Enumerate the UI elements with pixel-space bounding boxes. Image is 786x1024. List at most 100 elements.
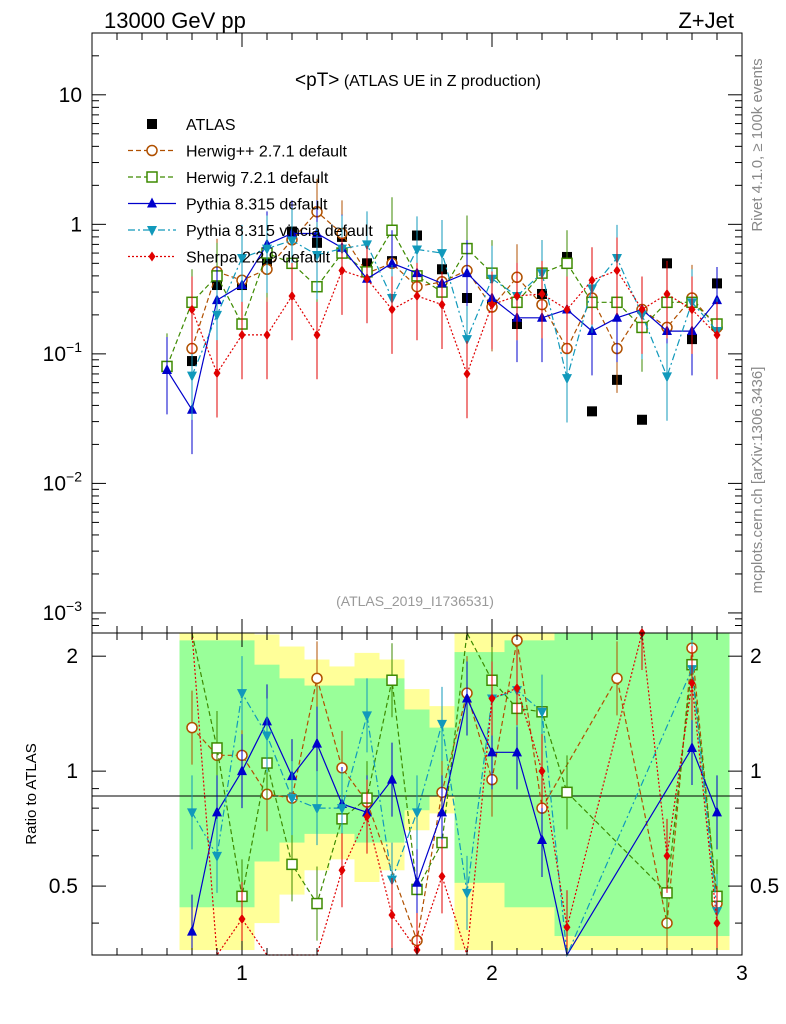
main-panel: <pT> (ATLAS UE in Z production) (ATLAS_2… xyxy=(43,32,743,634)
legend-item-pythia: Pythia 8.315 default xyxy=(128,197,328,214)
legend: ATLAS Herwig++ 2.7.1 default Herwig 7.2.1 … xyxy=(128,117,373,267)
data-point-square xyxy=(147,119,157,129)
y-tick-label: 10−3 xyxy=(43,598,83,625)
data-point-open-square xyxy=(146,171,158,183)
data-point-triangle-down xyxy=(362,240,372,251)
ratio-y-tick-label: 0.5 xyxy=(750,875,779,898)
data-point-triangle-down xyxy=(287,794,297,805)
data-point-diamond xyxy=(463,368,471,379)
ratio-y-tick-label: 2 xyxy=(66,645,78,668)
data-point-triangle-down xyxy=(237,689,247,700)
ratio-y-axis: 0.5 0.5 1 1 2 2 xyxy=(49,645,779,924)
data-point-diamond xyxy=(663,288,671,299)
data-point-triangle-down xyxy=(237,253,247,264)
data-point-diamond xyxy=(488,299,496,310)
data-point-triangle-down xyxy=(187,808,197,819)
x-tick-label: 1 xyxy=(236,962,248,985)
y-tick-label-exponent: −3 xyxy=(66,598,82,614)
data-point-diamond xyxy=(388,910,396,921)
legend-label: Pythia 8.315 default xyxy=(186,197,328,214)
ratio-series-layer xyxy=(186,628,723,958)
plot-title-main: <pT> xyxy=(295,70,339,91)
data-point-open-circle xyxy=(611,672,623,685)
data-point-triangle-down xyxy=(147,226,157,236)
data-point-diamond xyxy=(613,265,621,276)
data-point-diamond xyxy=(688,678,696,689)
data-point-triangle-up xyxy=(147,197,157,208)
plot-title: <pT> (ATLAS UE in Z production) xyxy=(295,70,541,91)
ratio-band-inner xyxy=(179,640,205,908)
data-point-diamond xyxy=(188,304,196,315)
data-point-triangle-down xyxy=(662,372,672,383)
data-point-triangle-up xyxy=(462,267,472,278)
data-point-diamond xyxy=(488,693,496,704)
data-point-triangle-down xyxy=(312,804,322,815)
data-point-triangle-up xyxy=(612,311,622,322)
data-point-diamond xyxy=(363,811,371,822)
data-point-triangle-down xyxy=(262,244,272,255)
legend-label: Herwig 7.2.1 default xyxy=(186,170,329,187)
ratio-x-axis: 1 2 3 xyxy=(116,633,748,985)
data-point-triangle-up xyxy=(387,773,397,784)
data-point-diamond xyxy=(513,290,521,301)
data-point-open-circle xyxy=(311,672,323,685)
ratio-line-vincia xyxy=(191,666,718,958)
data-point-diamond xyxy=(413,290,421,301)
data-point-triangle-up xyxy=(412,876,422,887)
analysis-watermark: (ATLAS_2019_I1736531) xyxy=(336,593,494,609)
data-point-diamond xyxy=(438,299,446,310)
legend-label: ATLAS xyxy=(186,117,236,134)
series-line-vincia xyxy=(191,239,718,381)
main-x-axis xyxy=(116,33,718,633)
legend-label: Pythia 8.315 vincia default xyxy=(186,223,373,240)
data-point-diamond xyxy=(638,304,646,315)
data-point-diamond xyxy=(713,918,721,929)
ratio-y-tick-label: 0.5 xyxy=(49,875,78,898)
header-process: Z+Jet xyxy=(678,8,734,33)
data-point-triangle-down xyxy=(562,374,572,385)
data-point-diamond xyxy=(563,304,571,315)
data-point-diamond xyxy=(588,275,596,286)
data-point-triangle-down xyxy=(287,236,297,247)
y-tick-label-base: 10 xyxy=(43,343,66,366)
data-point-open-square xyxy=(386,674,398,686)
data-point-triangle-up xyxy=(212,806,222,817)
data-point-triangle-up xyxy=(387,257,397,268)
ratio-line-pythia xyxy=(191,696,718,957)
ratio-y-tick-label: 1 xyxy=(750,760,762,783)
data-point-open-square xyxy=(286,858,298,871)
data-point-triangle-down xyxy=(187,371,197,382)
ratio-y-tick-label: 2 xyxy=(750,645,762,668)
plot-title-sub: (ATLAS UE in Z production) xyxy=(339,73,541,90)
y-tick-label-base: 10 xyxy=(59,84,82,107)
data-point-open-square xyxy=(311,897,323,910)
y-tick-label: 10 xyxy=(59,84,82,107)
data-point-open-square xyxy=(211,742,223,754)
data-point-diamond xyxy=(313,329,321,340)
y-tick-label: 10−2 xyxy=(43,468,83,495)
data-point-square xyxy=(637,414,647,425)
data-point-triangle-up xyxy=(512,746,522,757)
data-point-diamond xyxy=(338,265,346,276)
data-point-triangle-up xyxy=(312,737,322,748)
data-point-diamond xyxy=(538,288,546,299)
y-tick-label-base: 10 xyxy=(43,472,66,495)
data-point-diamond xyxy=(213,368,221,379)
data-point-diamond xyxy=(713,329,721,340)
y-tick-label-base: 10 xyxy=(43,602,66,625)
data-point-open-square xyxy=(561,257,573,270)
data-point-diamond xyxy=(238,329,246,340)
header-energy: 13000 GeV pp xyxy=(104,8,246,33)
data-point-diamond xyxy=(338,865,346,876)
legend-item-atlas: ATLAS xyxy=(147,117,236,134)
data-point-triangle-down xyxy=(437,719,447,730)
data-point-diamond xyxy=(263,329,271,340)
data-point-square xyxy=(587,406,597,417)
data-point-triangle-down xyxy=(412,245,422,256)
data-point-diamond xyxy=(388,304,396,315)
series-line-herwigpp xyxy=(191,210,718,350)
main-series-layer xyxy=(161,178,723,455)
data-point-triangle-down xyxy=(312,250,322,261)
data-point-diamond xyxy=(563,922,571,933)
